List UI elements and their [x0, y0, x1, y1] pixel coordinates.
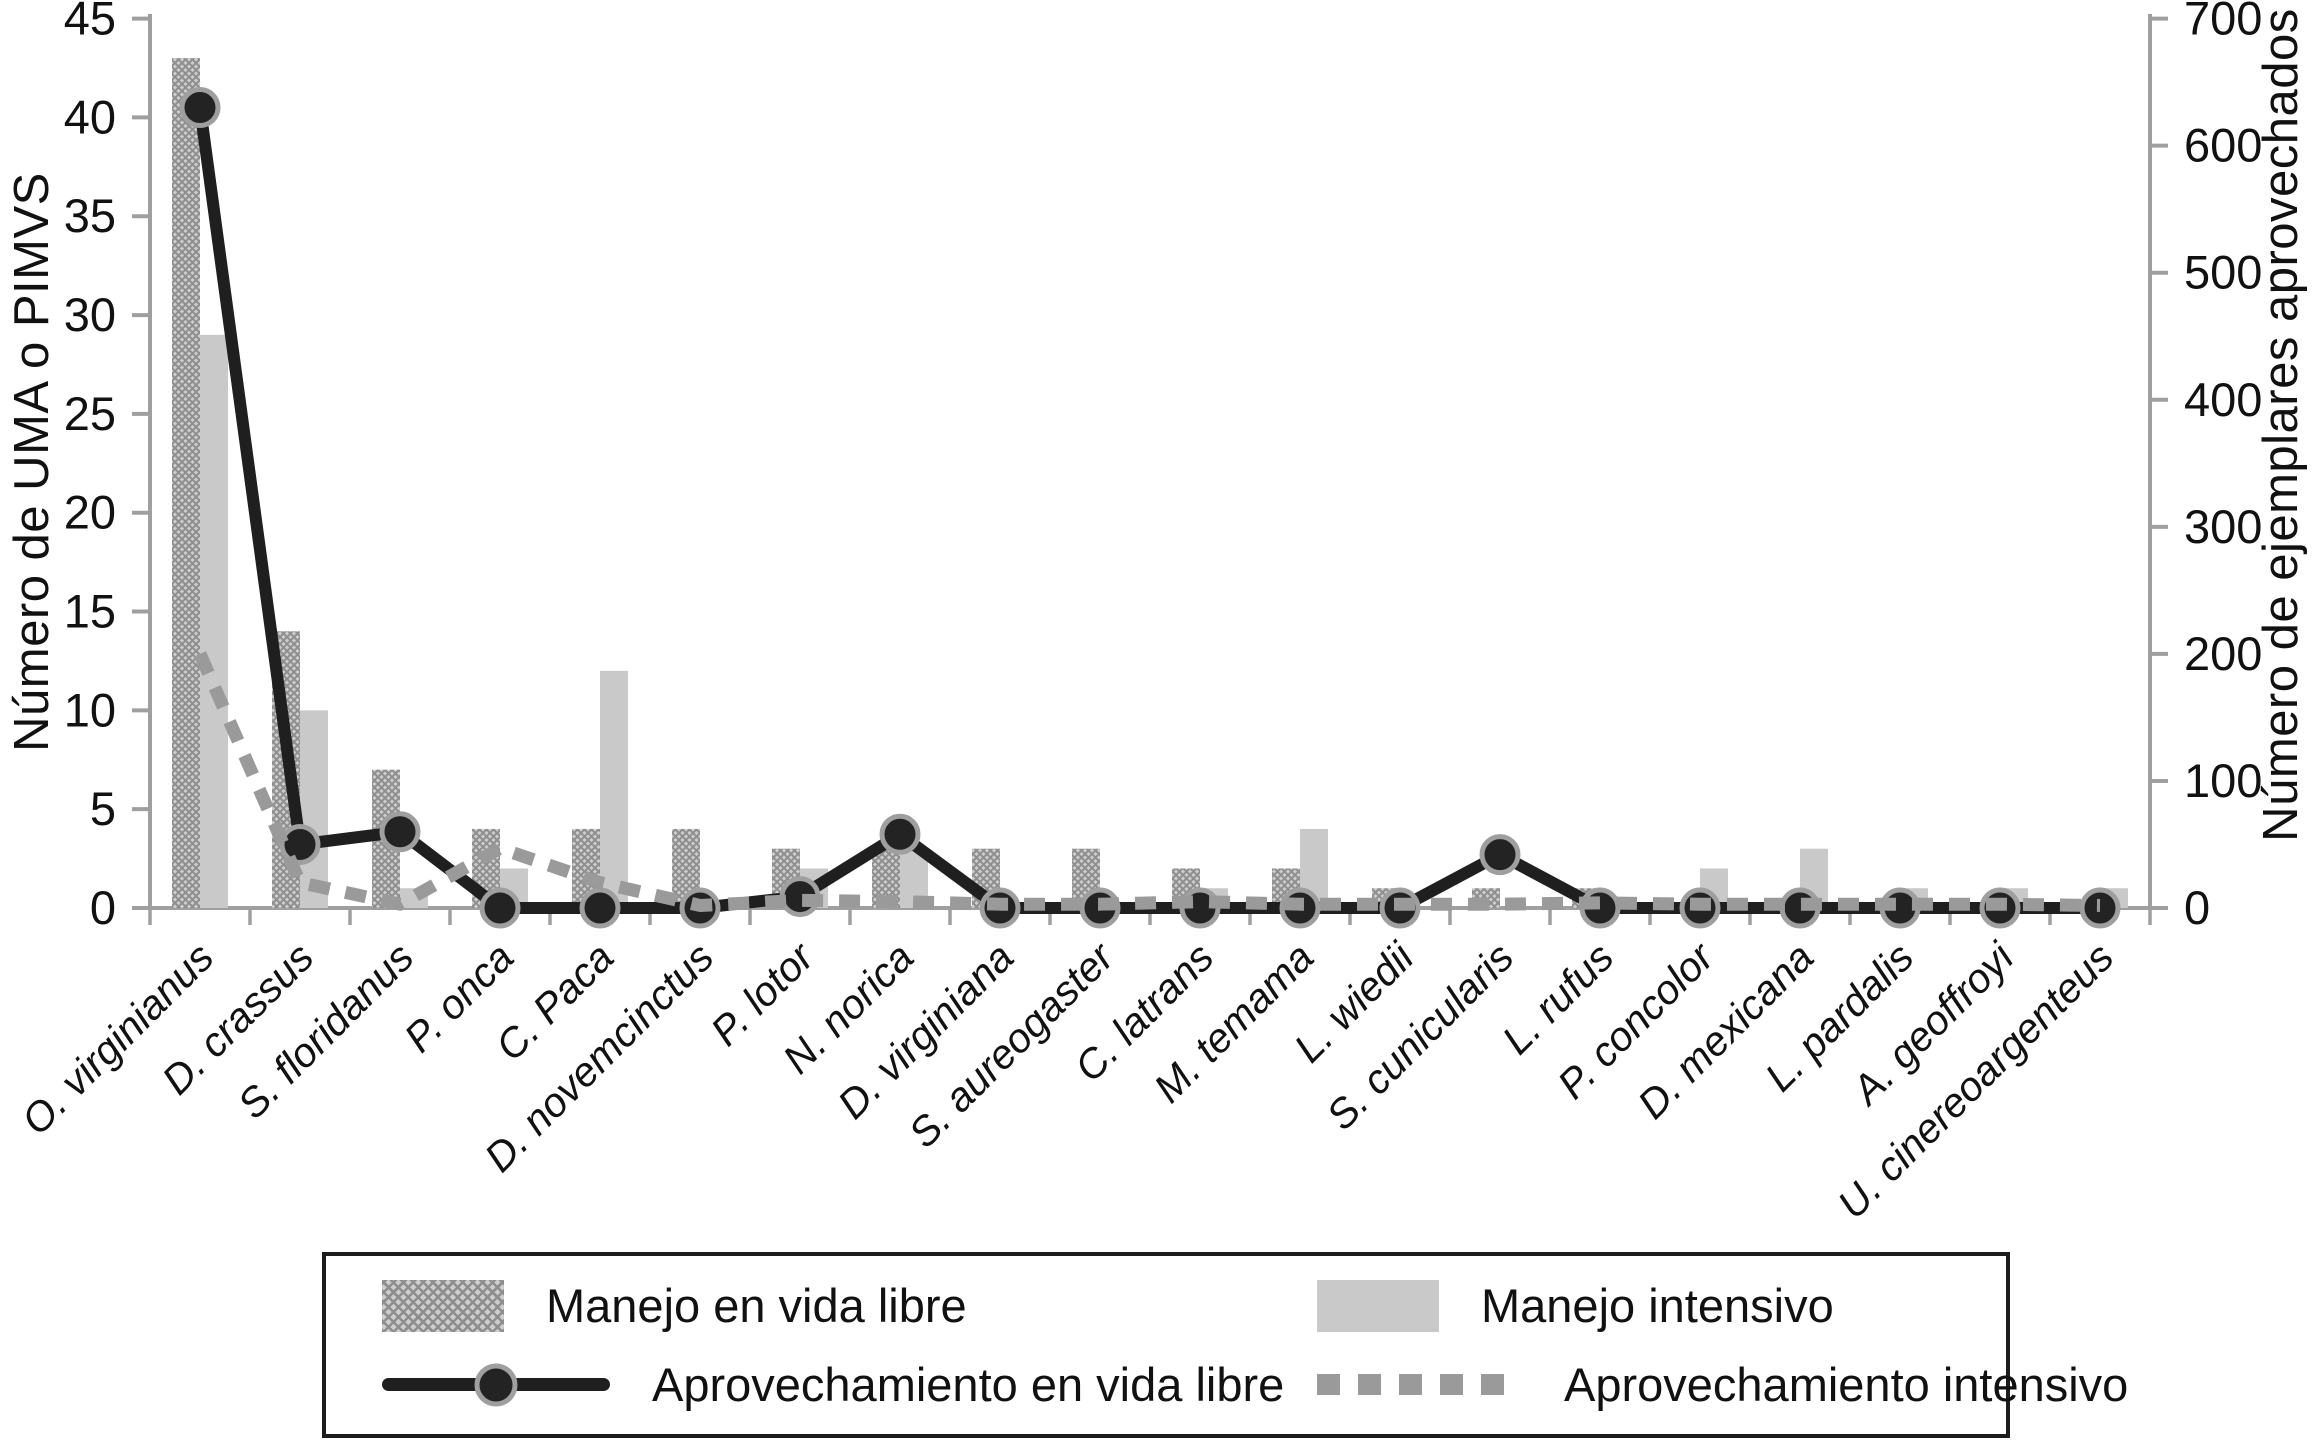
line-aprovechamiento-en-vida-libre	[194, 101, 2106, 914]
left-axis-tick-label: 15	[64, 585, 116, 638]
left-axis-tick-label: 30	[64, 288, 116, 341]
marker-aprovechamiento-en-vida-libre	[2079, 887, 2121, 929]
left-axis-title: Número de UMA o PIMVS	[5, 172, 59, 752]
legend-label-aprovechamiento-vida-libre: Aprovechamiento en vida libre	[652, 1358, 1285, 1411]
left-axis-tick-label: 25	[64, 387, 116, 440]
left-axis-tick-label: 5	[90, 782, 116, 835]
left-axis-tick-label: 20	[64, 486, 116, 539]
bar-manejo-en-vida-libre	[172, 58, 200, 908]
right-axis-tick-label: 400	[2184, 373, 2262, 426]
left-axis-tick-label: 0	[90, 881, 116, 934]
legend-swatch-dashed-line	[1317, 1374, 1522, 1395]
right-axis-tick-label: 700	[2184, 0, 2262, 45]
legend-swatch-solid-bar	[1317, 1279, 1439, 1332]
right-axis-tick-label: 0	[2184, 881, 2210, 934]
marker-aprovechamiento-en-vida-libre	[579, 887, 621, 929]
legend-item-aprovechamiento-intensivo: Aprovechamiento intensivo	[1317, 1357, 2128, 1412]
legend-item-manejo-intensivo: Manejo intensivo	[1317, 1278, 2128, 1333]
right-axis-tick-label: 600	[2184, 119, 2262, 172]
left-axis-tick-label: 45	[64, 0, 116, 45]
left-axis-tick-label: 40	[64, 90, 116, 143]
legend-label-aprovechamiento-intensivo: Aprovechamiento intensivo	[1564, 1358, 2129, 1411]
line-aprovechamiento-intensivo	[194, 651, 2101, 912]
bar-manejo-intensivo	[300, 710, 328, 908]
marker-aprovechamiento-en-vida-libre	[379, 811, 421, 853]
right-axis-title: Número de ejemplares aprovechados	[2254, 8, 2308, 842]
marker-aprovechamiento-en-vida-libre	[1479, 834, 1521, 876]
right-axis-tick-label: 100	[2184, 754, 2262, 807]
legend-item-aprovechamiento-vida-libre: Aprovechamiento en vida libre	[382, 1357, 1317, 1412]
legend-swatch-hatched-bar	[382, 1279, 504, 1332]
bar-manejo-intensivo	[600, 670, 628, 908]
legend-item-manejo-vida-libre: Manejo en vida libre	[382, 1278, 1317, 1333]
marker-aprovechamiento-en-vida-libre	[179, 87, 221, 129]
right-axis-tick-label: 200	[2184, 627, 2262, 680]
marker-aprovechamiento-en-vida-libre	[479, 887, 521, 929]
legend: Manejo en vida libre Manejo intensivo Ap…	[322, 1252, 2128, 1438]
marker-aprovechamiento-en-vida-libre	[279, 823, 321, 865]
legend-label-manejo-intensivo: Manejo intensivo	[1481, 1279, 1834, 1332]
left-axis-tick-label: 10	[64, 683, 116, 736]
marker-aprovechamiento-en-vida-libre	[879, 813, 921, 855]
legend-label-manejo-vida-libre: Manejo en vida libre	[546, 1279, 967, 1332]
legend-swatch-solid-line-marker	[382, 1378, 610, 1391]
right-axis-tick-label: 500	[2184, 246, 2262, 299]
right-axis-tick-label: 300	[2184, 500, 2262, 553]
bar-manejo-intensivo	[200, 334, 228, 908]
left-axis-tick-label: 35	[64, 189, 116, 242]
